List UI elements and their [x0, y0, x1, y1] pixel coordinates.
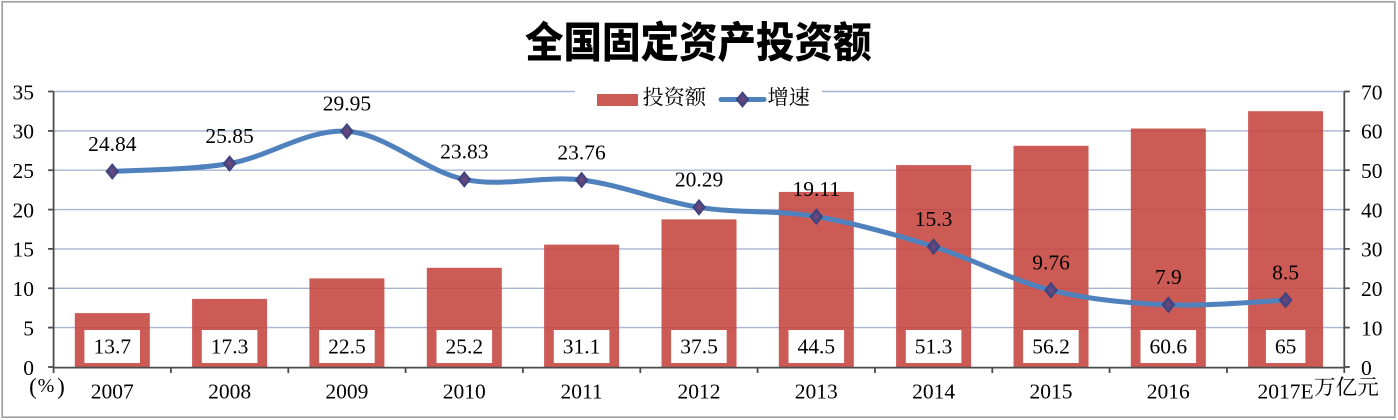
svg-text:23.76: 23.76	[557, 140, 606, 164]
svg-text:40: 40	[1361, 198, 1383, 222]
svg-text:15: 15	[13, 238, 35, 262]
svg-text:7.9: 7.9	[1155, 265, 1182, 289]
svg-text:50: 50	[1361, 159, 1383, 183]
svg-text:70: 70	[1361, 80, 1383, 104]
svg-text:44.5: 44.5	[797, 335, 835, 359]
svg-text:2016: 2016	[1147, 380, 1190, 404]
svg-text:0: 0	[23, 356, 34, 380]
svg-text:20: 20	[13, 198, 35, 222]
svg-text:10: 10	[1361, 316, 1383, 340]
svg-text:2011: 2011	[560, 380, 602, 404]
svg-text:22.5: 22.5	[328, 335, 366, 359]
svg-text:25.2: 25.2	[445, 335, 483, 359]
svg-text:9.76: 9.76	[1032, 251, 1070, 275]
svg-text:56.2: 56.2	[1032, 335, 1070, 359]
svg-text:37.5: 37.5	[680, 335, 718, 359]
svg-text:25.85: 25.85	[205, 124, 253, 148]
svg-text:): )	[57, 374, 65, 399]
svg-text:2009: 2009	[325, 380, 368, 404]
svg-text:2012: 2012	[678, 380, 721, 404]
svg-text:2010: 2010	[443, 380, 486, 404]
svg-text:8.5: 8.5	[1272, 260, 1299, 284]
svg-text:29.95: 29.95	[323, 92, 371, 116]
svg-text:15.3: 15.3	[915, 207, 953, 231]
svg-text:20.29: 20.29	[675, 168, 723, 192]
svg-text:23.83: 23.83	[440, 140, 488, 164]
svg-text:17.3: 17.3	[211, 335, 249, 359]
svg-text:35: 35	[13, 80, 35, 104]
svg-text:51.3: 51.3	[915, 335, 953, 359]
svg-text:2007: 2007	[91, 380, 134, 404]
svg-text:2014: 2014	[912, 380, 955, 404]
svg-text:13.7: 13.7	[93, 335, 131, 359]
svg-text:2013: 2013	[795, 380, 838, 404]
svg-text:20: 20	[1361, 277, 1383, 301]
svg-text:2015: 2015	[1030, 380, 1073, 404]
svg-text:2017E: 2017E	[1258, 380, 1314, 404]
svg-text:2008: 2008	[208, 380, 251, 404]
svg-text:0: 0	[1361, 356, 1372, 380]
svg-text:10: 10	[13, 277, 35, 301]
svg-text:(: (	[29, 374, 37, 399]
svg-text:19.11: 19.11	[793, 177, 841, 201]
svg-text:24.84: 24.84	[88, 132, 137, 156]
svg-text:%: %	[38, 375, 55, 397]
svg-text:5: 5	[23, 316, 34, 340]
svg-text:30: 30	[13, 120, 35, 144]
svg-text:30: 30	[1361, 238, 1383, 262]
svg-text:31.1: 31.1	[563, 335, 601, 359]
svg-text:60.6: 60.6	[1149, 335, 1187, 359]
svg-text:65: 65	[1275, 335, 1297, 359]
svg-text:60: 60	[1361, 120, 1383, 144]
svg-text:25: 25	[13, 159, 35, 183]
